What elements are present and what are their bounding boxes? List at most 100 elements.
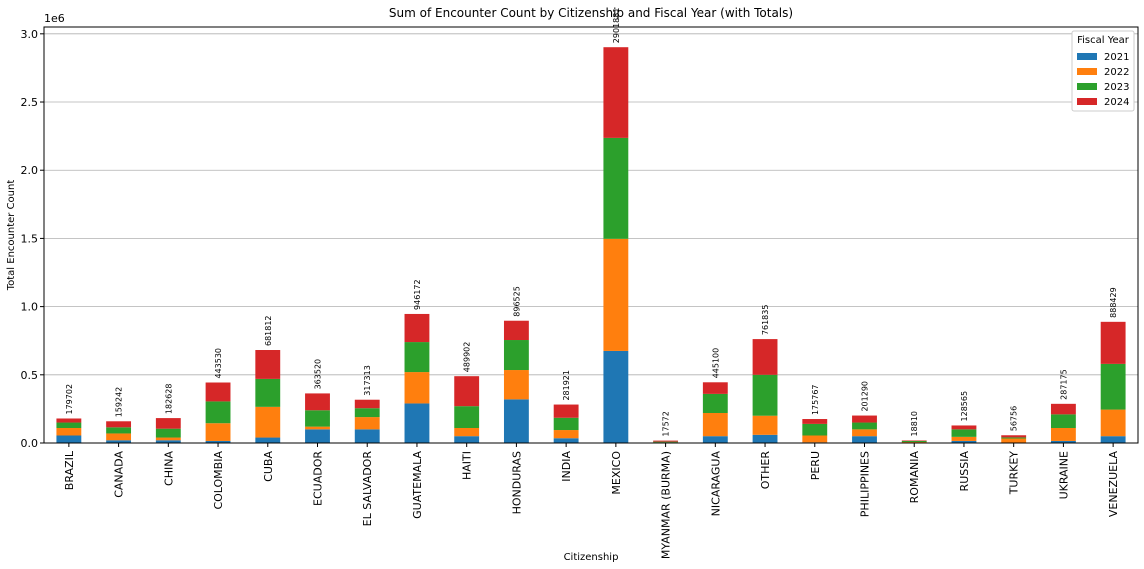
- bar-segment: [305, 426, 330, 430]
- x-tick-label: UKRAINE: [1057, 451, 1070, 499]
- total-label: 443530: [214, 348, 223, 379]
- bar-segment: [951, 429, 977, 437]
- bar-segment: [1050, 414, 1076, 428]
- bar-segment: [603, 350, 629, 443]
- bar-segment: [404, 372, 430, 404]
- total-label: 56756: [1010, 406, 1019, 431]
- bar-segment: [354, 429, 380, 443]
- bar-segment: [901, 442, 927, 443]
- y-tick-label: 1.0: [21, 301, 39, 314]
- x-tick-label: RUSSIA: [958, 451, 971, 492]
- chart-title: Sum of Encounter Count by Citizenship an…: [389, 6, 793, 20]
- bar-segment: [752, 339, 778, 375]
- bar-segment: [255, 437, 281, 443]
- total-label: 761835: [761, 305, 770, 336]
- total-label: 182628: [164, 384, 173, 415]
- bar-segment: [56, 418, 82, 423]
- total-label: 179702: [65, 384, 74, 415]
- bar-segment: [155, 418, 181, 429]
- bar-segment: [603, 137, 629, 239]
- bar-segment: [56, 427, 82, 436]
- x-tick-label: GUATEMALA: [411, 451, 424, 519]
- x-tick-label: ECUADOR: [312, 451, 325, 506]
- x-tick-label: PHILIPPINES: [859, 451, 872, 517]
- bar-segment: [454, 406, 480, 428]
- total-label: 175767: [811, 384, 820, 415]
- total-label: 896525: [512, 286, 521, 317]
- bar-segment: [901, 440, 927, 441]
- x-tick-label: INDIA: [560, 451, 573, 482]
- bar-segment: [454, 376, 480, 407]
- bar-segment: [951, 436, 977, 441]
- bar-segment: [106, 421, 132, 428]
- x-tick-label: MEXICO: [610, 451, 623, 495]
- bar-segment: [305, 429, 330, 443]
- bar-segment: [1050, 427, 1076, 441]
- bar-segment: [305, 410, 330, 427]
- total-label: 445100: [711, 348, 720, 379]
- total-label: 946172: [413, 279, 422, 310]
- bar-segment: [454, 436, 480, 443]
- bar-segment: [1100, 409, 1126, 437]
- legend-swatch: [1077, 68, 1097, 75]
- legend-label: 2022: [1104, 67, 1129, 78]
- legend-title: Fiscal Year: [1077, 35, 1130, 46]
- x-tick-label: NICARAGUA: [709, 451, 722, 517]
- bar-segment: [852, 429, 877, 437]
- x-axis-label: Citizenship: [564, 552, 619, 563]
- bar-segment: [305, 393, 330, 411]
- total-label: 317313: [363, 365, 372, 396]
- bar-segment: [553, 404, 579, 418]
- x-tick-label: ROMANIA: [908, 451, 921, 504]
- bar-segment: [653, 440, 679, 442]
- bar-segment: [1100, 363, 1126, 410]
- legend-label: 2021: [1104, 52, 1129, 63]
- bar-segment: [603, 47, 629, 138]
- total-label: 489902: [463, 342, 472, 373]
- y-tick-label: 2.0: [21, 164, 39, 177]
- bar-segment: [1050, 440, 1076, 443]
- bar-segment: [752, 415, 778, 435]
- bar-segment: [354, 408, 380, 418]
- y-tick-label: 3.0: [21, 28, 39, 41]
- bar-segment: [1100, 321, 1126, 364]
- bar-segment: [702, 436, 728, 443]
- bar-segment: [1100, 436, 1126, 443]
- legend-swatch: [1077, 83, 1097, 90]
- bar-segment: [702, 382, 728, 394]
- bar-segment: [553, 417, 579, 431]
- bar-segment: [901, 440, 927, 443]
- bar-segment: [106, 440, 132, 443]
- bar-segment: [205, 440, 231, 443]
- x-tick-label: HONDURAS: [510, 451, 523, 514]
- bar-segment: [951, 440, 977, 443]
- bar-segment: [404, 403, 430, 443]
- bar-segment: [752, 434, 778, 443]
- x-tick-label: EL SALVADOR: [361, 451, 374, 527]
- legend-swatch: [1077, 53, 1097, 60]
- y-tick-label: 1.5: [21, 232, 39, 245]
- bar-segment: [354, 417, 380, 430]
- bar-segment: [205, 423, 231, 441]
- bar-segment: [106, 433, 132, 441]
- y-tick-label: 0.0: [21, 437, 39, 450]
- x-tick-label: CANADA: [113, 451, 126, 498]
- total-label: 888429: [1109, 287, 1118, 318]
- bar-segment: [354, 399, 380, 409]
- x-tick-label: BRAZIL: [63, 450, 76, 490]
- x-tick-label: OTHER: [759, 451, 772, 490]
- bar-segment: [155, 437, 181, 441]
- bar-segment: [802, 435, 828, 443]
- x-tick-label: CUBA: [262, 451, 275, 482]
- bar-segment: [503, 340, 529, 371]
- bar-segment: [1001, 437, 1027, 439]
- bar-segment: [553, 430, 579, 439]
- bar-segment: [1001, 438, 1027, 443]
- x-tick-label: PERU: [809, 451, 822, 480]
- bar-segment: [702, 393, 728, 413]
- x-tick-label: COLOMBIA: [212, 451, 225, 510]
- bar-segment: [255, 350, 281, 379]
- legend-label: 2024: [1104, 97, 1129, 108]
- bar-segment: [155, 428, 181, 438]
- bar-segment: [106, 427, 132, 434]
